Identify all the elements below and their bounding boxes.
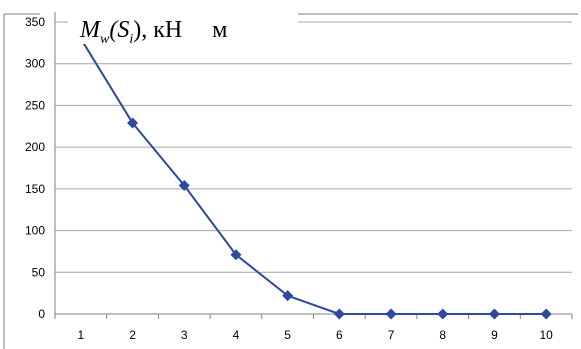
- title-unit: , кН: [141, 17, 182, 43]
- y-tick-label-0: 0: [38, 307, 45, 321]
- x-tick-label-9: 9: [491, 328, 498, 342]
- data-point-9: [488, 308, 500, 320]
- title-m: M: [79, 17, 102, 43]
- title-s: (S: [109, 17, 129, 43]
- chart-title: Mw(Si), кН м: [79, 17, 227, 47]
- y-tick-label-300: 300: [25, 57, 45, 71]
- y-tick-label-350: 350: [25, 15, 45, 29]
- y-tick-label-200: 200: [25, 140, 45, 154]
- title-background: [68, 8, 298, 44]
- x-tick-label-1: 1: [78, 328, 85, 342]
- x-tick-label-7: 7: [388, 328, 395, 342]
- x-tick-label-3: 3: [181, 328, 188, 342]
- data-point-6: [333, 308, 345, 320]
- gridlines: [55, 21, 572, 273]
- x-tick-labels: 1 2 3 4 5 6 7 8 9 10: [78, 328, 554, 342]
- x-tick-label-5: 5: [284, 328, 291, 342]
- data-point-3: [178, 180, 190, 192]
- x-tick-label-6: 6: [336, 328, 343, 342]
- y-tick-label-50: 50: [32, 265, 46, 279]
- y-tick-label-100: 100: [25, 224, 45, 238]
- title-unit-m: м: [212, 17, 227, 43]
- series-line-0: [79, 38, 547, 315]
- title-subscript-w: w: [100, 32, 110, 47]
- x-tick-label-4: 4: [233, 328, 240, 342]
- y-tick-labels: 0 50 100 150 200 250 300 350: [25, 15, 45, 321]
- data-point-10: [540, 308, 552, 320]
- y-tick-label-150: 150: [25, 182, 45, 196]
- title-subscript-i: i: [129, 32, 133, 47]
- data-point-5: [282, 290, 294, 302]
- x-tick-label-2: 2: [129, 328, 136, 342]
- x-tick-label-10: 10: [539, 328, 553, 342]
- data-point-2: [127, 117, 139, 129]
- y-tick-label-250: 250: [25, 98, 45, 112]
- data-point-8: [437, 308, 449, 320]
- data-point-4: [230, 249, 242, 261]
- data-point-7: [385, 308, 397, 320]
- title-close: ): [133, 17, 141, 43]
- x-tick-label-8: 8: [439, 328, 446, 342]
